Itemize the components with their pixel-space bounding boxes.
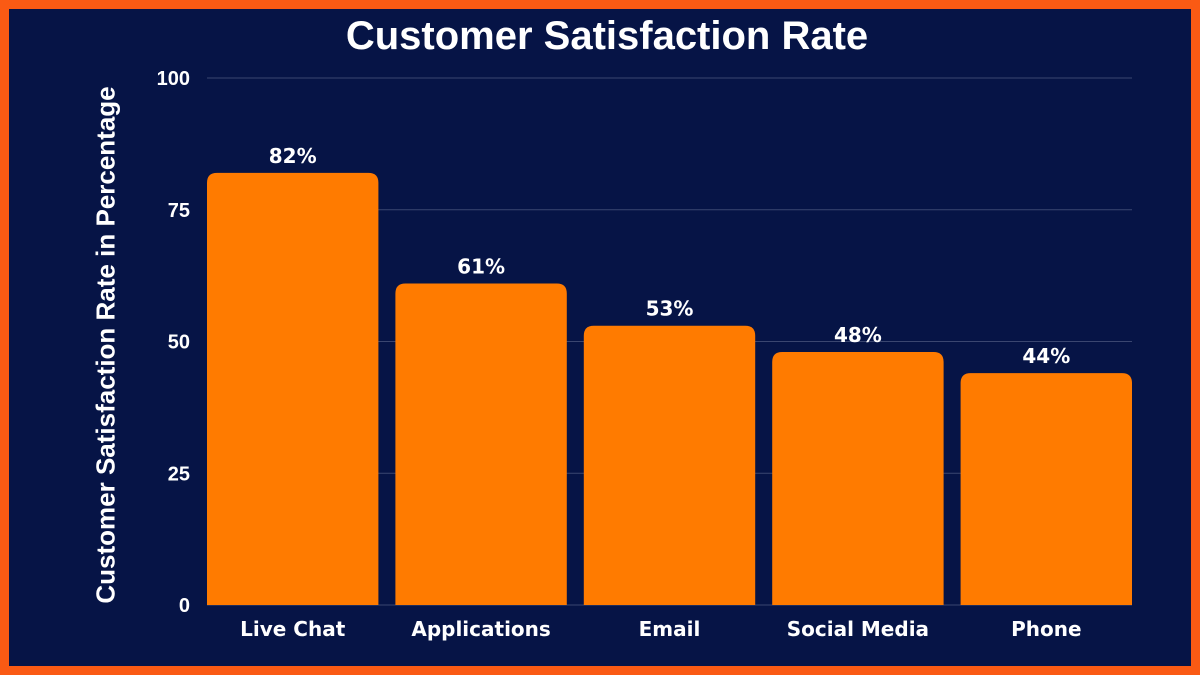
- x-tick-label: Email: [639, 617, 701, 641]
- y-tick-label: 50: [168, 332, 190, 354]
- x-tick-label: Social Media: [787, 617, 929, 641]
- data-label: 44%: [1022, 344, 1070, 368]
- bar-phone: [960, 373, 1132, 605]
- data-label: 61%: [457, 255, 505, 279]
- data-label: 53%: [646, 297, 694, 321]
- bar-live-chat: [207, 172, 379, 606]
- y-tick-label: 0: [179, 595, 190, 617]
- bar-applications: [395, 283, 567, 605]
- y-tick-label: 25: [168, 463, 190, 485]
- data-label: 48%: [834, 323, 882, 347]
- x-tick-label: Applications: [411, 617, 550, 641]
- y-tick-label: 100: [157, 68, 190, 90]
- chart-title: Customer Satisfaction Rate: [345, 14, 869, 58]
- bar-social-media: [772, 352, 944, 605]
- bar-email: [583, 325, 756, 605]
- data-label: 82%: [269, 144, 317, 168]
- x-tick-label: Live Chat: [240, 617, 346, 641]
- y-tick-label: 75: [168, 200, 190, 222]
- x-tick-label: Phone: [1011, 617, 1081, 641]
